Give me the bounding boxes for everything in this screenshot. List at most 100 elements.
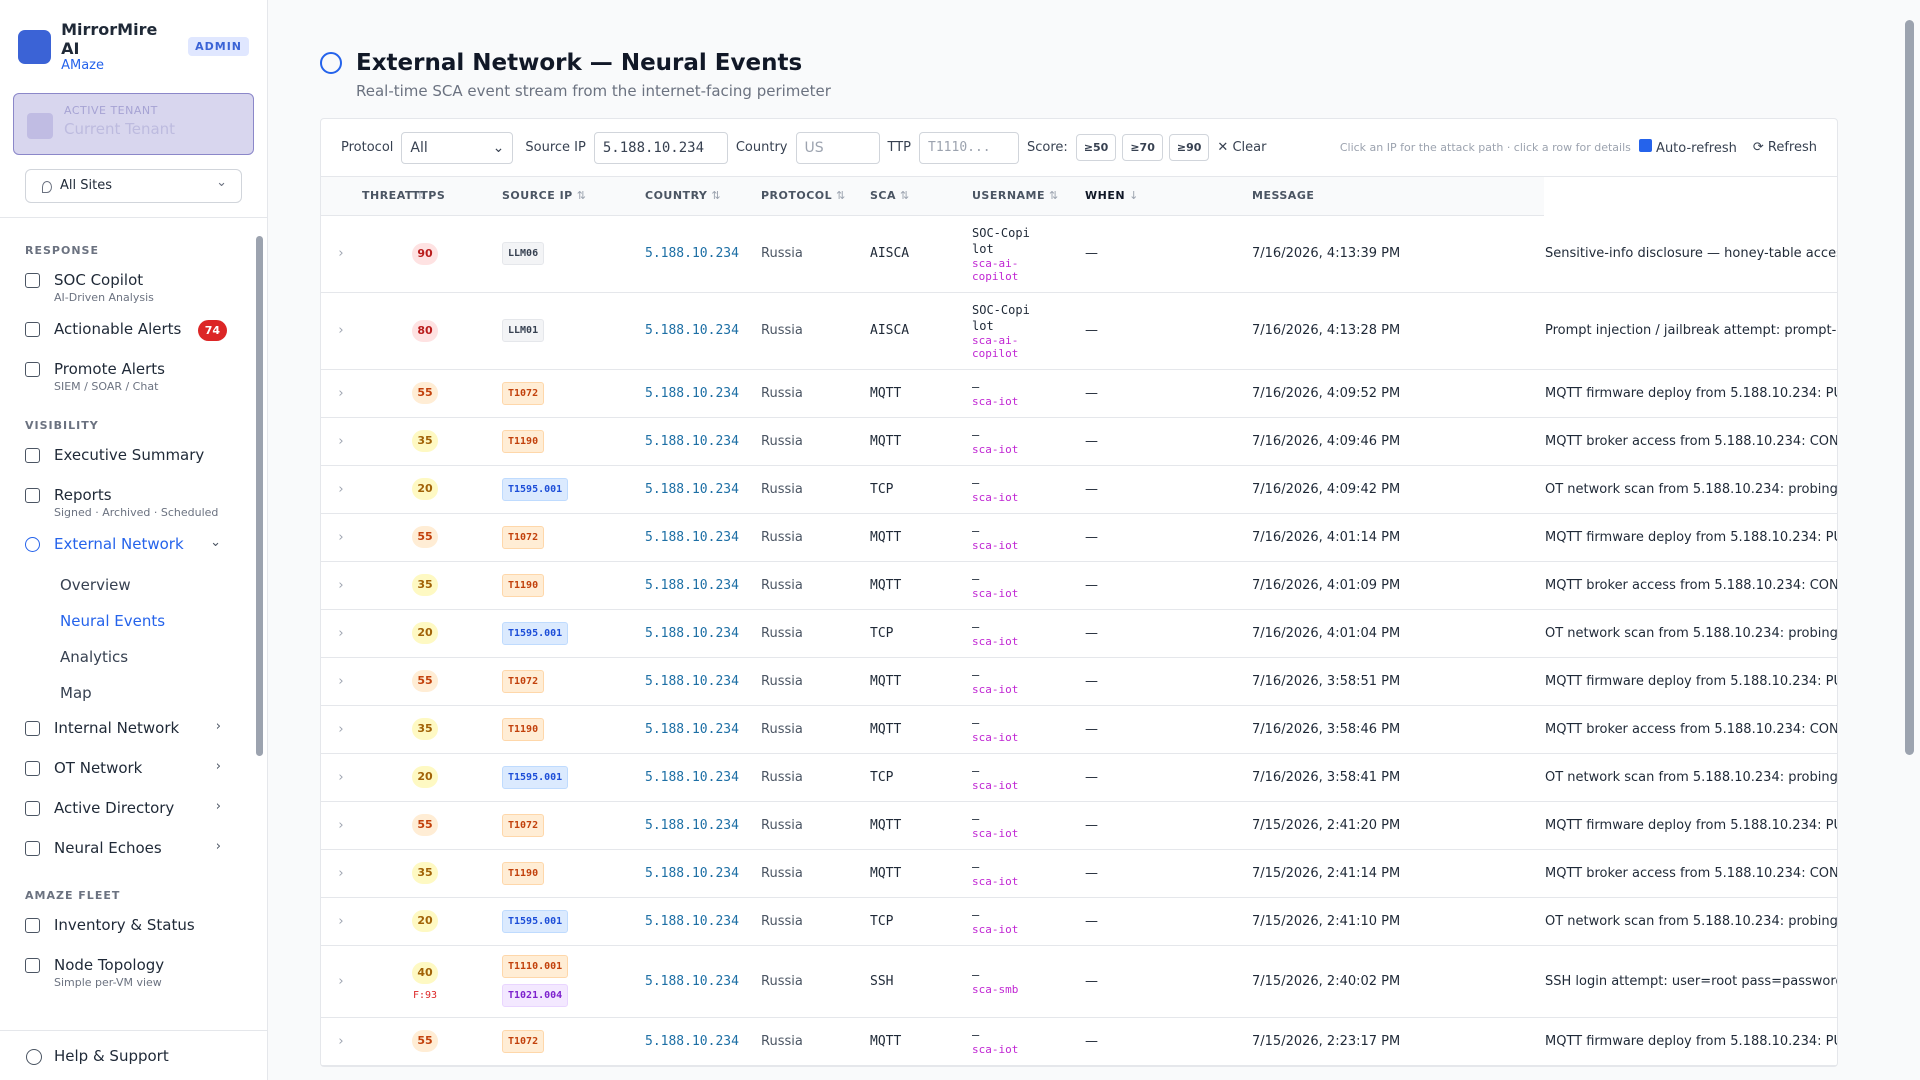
help[interactable]: Help & Support (0, 1030, 267, 1080)
expand[interactable]: › (321, 465, 361, 514)
protocol: AISCA (869, 292, 971, 370)
page-title: External Network — Neural Events (356, 50, 803, 76)
expand[interactable]: › (321, 215, 361, 293)
expand[interactable]: › (321, 753, 361, 802)
event-row[interactable]: › 55 T1072 5.188.10.234 Russia MQTT — sca-iot —7… (321, 369, 1837, 418)
auto-refresh[interactable]: Auto-refresh (1638, 139, 1737, 156)
nav-item[interactable]: Inventory & Status (0, 908, 231, 948)
column-header[interactable]: SOURCE IP ⇅ (501, 177, 644, 216)
protocol: MQTT (869, 369, 971, 418)
expand[interactable]: › (321, 609, 361, 658)
nav-child[interactable]: Map (60, 684, 92, 702)
expand[interactable]: › (321, 897, 361, 946)
column-header[interactable]: USERNAME ⇅ (971, 177, 1084, 216)
column-header[interactable]: THREAT⇅ (361, 177, 426, 216)
event-row[interactable]: › 20 T1595.001 5.188.10.234 Russia TCP — sca-io… (321, 897, 1837, 946)
source-ip[interactable]: 5.188.10.234 (645, 323, 739, 338)
when: 7/16/2026, 4:09:46 PM (1251, 417, 1544, 466)
nav-item[interactable]: Executive Summary (0, 438, 231, 478)
sidebar: MirrorMire AI AMaze ADMIN ACTIVE TENANT … (0, 0, 268, 1080)
nav-item[interactable]: Node Topology Simple per-VM view (0, 948, 231, 997)
source-ip[interactable]: 5.188.10.234 (645, 1033, 739, 1049)
protocol: TCP (869, 609, 971, 658)
event-row[interactable]: › 55 T1072 5.188.10.234 Russia MQTT — sca-iot —7… (321, 513, 1837, 562)
expand[interactable]: › (321, 417, 361, 466)
nav-item[interactable]: Reports Signed · Archived · Scheduled (0, 478, 231, 527)
expand[interactable]: › (321, 705, 361, 754)
score-button[interactable]: ≥90 (1168, 134, 1210, 161)
event-row[interactable]: › 20 T1595.001 5.188.10.234 Russia TCP — sca-io… (321, 465, 1837, 514)
nav-item[interactable]: OT Network › (0, 751, 231, 791)
column-header[interactable]: SCA ⇅ (869, 177, 971, 216)
event-row[interactable]: › 90 LLM06 5.188.10.234 Russia AISCA SOC-Copil… (321, 215, 1837, 293)
source-ip[interactable]: 5.188.10.234 (645, 865, 739, 881)
source-ip[interactable]: 5.188.10.234 (645, 385, 739, 401)
event-row[interactable]: › 80 LLM01 5.188.10.234 Russia AISCA SOC-Copil… (321, 292, 1837, 370)
event-row[interactable]: › 35 T1190 5.188.10.234 Russia MQTT — sca-iot —7… (321, 561, 1837, 610)
event-row[interactable]: › 35 T1190 5.188.10.234 Russia MQTT — sca-iot —7… (321, 417, 1837, 466)
source-ip[interactable]: 5.188.10.234 (645, 817, 739, 833)
source-ip[interactable]: 5.188.10.234 (645, 673, 739, 689)
event-row[interactable]: › 20 T1595.001 5.188.10.234 Russia TCP — sca-io… (321, 753, 1837, 802)
column-header[interactable]: COUNTRY ⇅ (644, 177, 760, 216)
protocol-select[interactable]: All ⌄ (401, 131, 514, 164)
message: MQTT broker access from 5.188.10.234: CO… (1544, 849, 1837, 898)
column-header[interactable]: MESSAGE (1251, 177, 1544, 216)
column-header[interactable]: TTPS (411, 177, 501, 216)
expand[interactable]: › (321, 657, 361, 706)
ip-cell: 5.188.10.234 (644, 1017, 760, 1066)
nav-item[interactable]: Internal Network › (0, 711, 231, 751)
scrollbar (256, 236, 263, 756)
source-ip[interactable]: 5.188.10.234 (645, 769, 739, 785)
source-ip[interactable]: 5.188.10.234 (645, 721, 739, 737)
column-header[interactable]: WHEN ↓ (1084, 177, 1251, 216)
expand[interactable]: › (321, 561, 361, 610)
country: Russia (760, 561, 869, 610)
event-row[interactable]: › 35 T1190 5.188.10.234 Russia MQTT — sca-iot —7… (321, 849, 1837, 898)
source-ip[interactable]: 5.188.10.234 (645, 433, 739, 449)
score-button[interactable]: ≥70 (1122, 134, 1163, 161)
tenant[interactable]: ACTIVE TENANT Current Tenant (13, 93, 254, 155)
nav-item[interactable]: Promote Alerts SIEM / SOAR / Chat (0, 352, 231, 401)
nav-child[interactable]: Analytics (60, 648, 129, 666)
expand[interactable]: › (321, 292, 361, 370)
ttp-tag: T1190 (502, 861, 545, 885)
clear-button[interactable]: ✕ Clear (1217, 140, 1267, 155)
site-select[interactable]: All Sites (25, 169, 242, 203)
country-input[interactable]: US (795, 131, 880, 164)
nav-item[interactable]: Actionable Alerts 74 (0, 312, 231, 352)
event-row[interactable]: › 40 F:93 T1110.001 T1021.004 5.188.10.234 Rus… (321, 945, 1837, 1018)
source-ip[interactable]: 5.188.10.234 (645, 973, 739, 989)
refresh-button[interactable]: ⟳ Refresh (1752, 140, 1817, 155)
nav-item[interactable]: External Network ⌄ (0, 527, 231, 567)
event-row[interactable]: › 55 T1072 5.188.10.234 Russia MQTT — sca-iot —7… (321, 801, 1837, 850)
source-ip[interactable]: 5.188.10.234 (645, 577, 739, 593)
nav-child[interactable]: Overview (60, 576, 131, 594)
source-ip[interactable]: 5.188.10.234 (645, 913, 739, 929)
source-ip[interactable]: 5.188.10.234 (645, 246, 739, 261)
refresh: Refresh (1767, 140, 1817, 155)
sca-name: — (972, 427, 980, 442)
event-row[interactable]: › 35 T1190 5.188.10.234 Russia MQTT — sca-iot —7… (321, 705, 1837, 754)
expand[interactable]: › (321, 1017, 361, 1066)
event-row[interactable]: › 55 T1072 5.188.10.234 Russia MQTT — sca-iot —7… (321, 657, 1837, 706)
ttp-input[interactable]: T1110... (919, 131, 1020, 164)
source-ip[interactable]: 5.188.10.234 (645, 481, 739, 497)
source-ip[interactable]: 5.188.10.234 (645, 529, 739, 545)
nav-item[interactable]: SOC Copilot AI-Driven Analysis (0, 263, 231, 312)
source-ip[interactable]: 5.188.10.234 (645, 625, 739, 641)
nav-item[interactable]: Neural Echoes › (0, 831, 231, 871)
score-button[interactable]: ≥50 (1075, 134, 1117, 161)
ip-cell: 5.188.10.234 (644, 369, 760, 418)
expand[interactable]: › (321, 849, 361, 898)
expand[interactable]: › (321, 945, 361, 1018)
event-row[interactable]: › 55 T1072 5.188.10.234 Russia MQTT — sca-iot —7… (321, 1017, 1837, 1066)
event-row[interactable]: › 20 T1595.001 5.188.10.234 Russia TCP — sca-io… (321, 609, 1837, 658)
expand[interactable]: › (321, 801, 361, 850)
column-header[interactable]: PROTOCOL ⇅ (760, 177, 869, 216)
expand[interactable]: › (321, 369, 361, 418)
nav-child[interactable]: Neural Events (60, 612, 166, 630)
source-ip-input[interactable]: 5.188.10.234 (593, 131, 728, 164)
expand[interactable]: › (321, 513, 361, 562)
nav-item[interactable]: Active Directory › (0, 791, 231, 831)
